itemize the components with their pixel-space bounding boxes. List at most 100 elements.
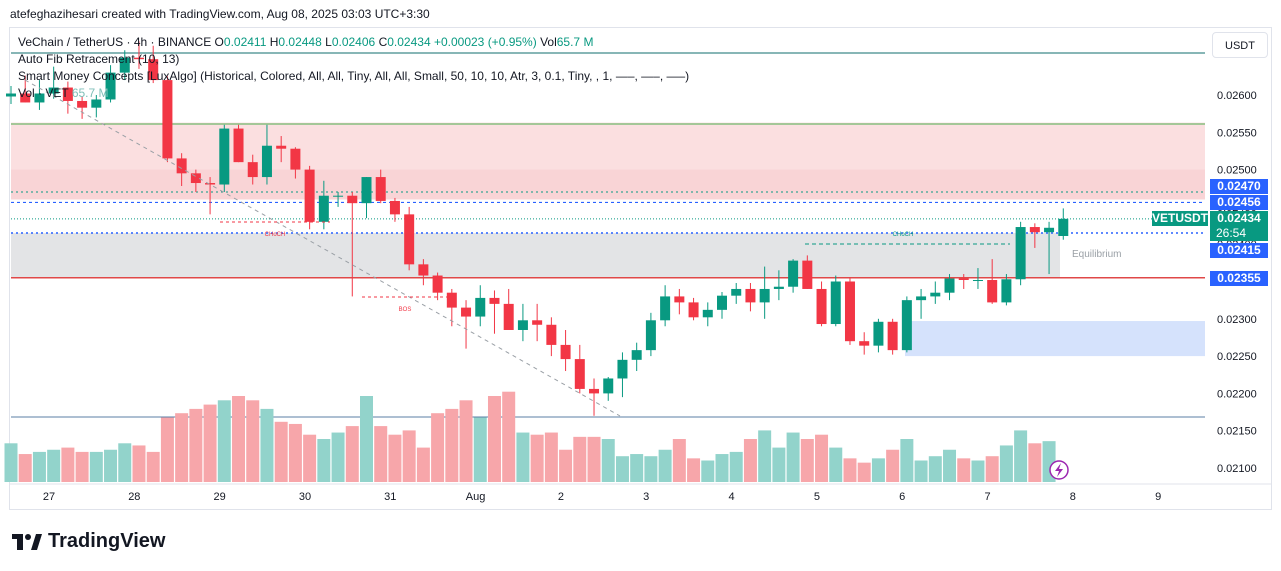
choch-bearish-label: CHoCH: [265, 232, 286, 238]
volume-bar: [160, 417, 174, 482]
candle-body: [333, 195, 344, 197]
currency-button[interactable]: USDT: [1212, 32, 1268, 58]
time-tick: Aug: [466, 491, 486, 503]
volume-bar: [786, 432, 800, 482]
volume-bar: [758, 430, 772, 482]
volume-bar: [743, 439, 757, 482]
candle-body: [489, 297, 500, 304]
legend-vol-value: 65.7 M: [71, 86, 109, 100]
volume-bar: [189, 408, 203, 482]
candle-body: [717, 295, 727, 310]
legend-open: 0.02411: [223, 35, 267, 49]
candle-body: [446, 292, 457, 308]
legend-main: VeChain / TetherUS · 4h · BINANCE O0.024…: [18, 35, 593, 49]
equilibrium-zone: [11, 233, 1060, 278]
legend-indicator-fib[interactable]: Auto Fib Retracement (10, 13): [18, 52, 180, 66]
candle-body: [91, 99, 102, 108]
legend-indicator-smc[interactable]: Smart Money Concepts [LuxAlgo] (Historic…: [18, 69, 690, 83]
volume-bar: [47, 449, 61, 482]
volume-bar: [999, 445, 1013, 482]
volume-bar: [104, 449, 118, 482]
candle-body: [233, 128, 244, 163]
price-tick: 0.02600: [1217, 90, 1257, 102]
volume-bar: [118, 443, 132, 482]
candle-body: [20, 93, 31, 103]
brand-logo: TradingView: [12, 530, 165, 553]
volume-bar: [544, 432, 558, 482]
candle-body: [119, 57, 130, 73]
legend-change: +0.00023 (+0.95%): [433, 35, 537, 49]
equilibrium-label: Equilibrium: [1072, 249, 1121, 260]
volume-bar: [75, 451, 89, 482]
volume-bar: [701, 460, 715, 482]
volume-bar: [360, 396, 373, 482]
volume-bar: [232, 396, 246, 482]
volume-bar: [601, 439, 615, 482]
price-tick: 0.02250: [1217, 351, 1257, 363]
legend-vol-name: Vol · VET: [18, 86, 69, 100]
candle-body: [745, 288, 756, 303]
volume-bar: [957, 458, 971, 482]
legend-indicator-vol[interactable]: Vol · VET 65.7 M: [18, 86, 109, 100]
candle-body: [375, 177, 386, 201]
volume-bar: [203, 404, 217, 482]
candle-body: [958, 278, 969, 281]
candle-body: [788, 260, 799, 287]
candle-body: [347, 195, 358, 204]
price-label-ask: 0.02470: [1210, 179, 1268, 194]
candle-body: [219, 128, 230, 185]
candle-body: [148, 59, 159, 81]
volume-bar: [317, 439, 331, 482]
volume-bar: [345, 426, 359, 482]
candle-body: [318, 195, 329, 222]
candle-body: [802, 260, 813, 289]
discount-zone: [905, 321, 1205, 357]
time-tick: 6: [899, 491, 905, 503]
candle-body: [105, 72, 116, 100]
volume-bar: [502, 391, 516, 482]
volume-bar: [89, 451, 103, 482]
candle-body: [133, 57, 144, 60]
volume-bar: [843, 458, 857, 482]
fib-trend-line: [24, 79, 621, 417]
candle-body: [546, 324, 557, 345]
candle-body: [702, 309, 713, 318]
volume-bar: [587, 436, 601, 482]
volume-bar: [943, 449, 957, 482]
volume-bar: [530, 434, 544, 482]
volume-bar: [331, 432, 345, 482]
candle-body: [361, 177, 372, 204]
volume-bar: [687, 458, 701, 482]
volume-bar: [303, 434, 317, 482]
volume-bar: [1028, 443, 1042, 482]
candle-body: [645, 320, 656, 351]
candle-body: [34, 93, 45, 103]
volume-bar: [374, 426, 388, 482]
volume-bar: [886, 449, 900, 482]
time-tick: 8: [1070, 491, 1076, 503]
candle-body: [532, 320, 543, 325]
volume-bar: [914, 460, 928, 482]
time-tick: 9: [1155, 491, 1161, 503]
time-tick: 31: [384, 491, 396, 503]
candle-body: [674, 296, 685, 303]
legend-volume: 65.7 M: [556, 35, 594, 49]
volume-bar: [402, 430, 416, 482]
time-tick: 4: [728, 491, 734, 503]
candle-body: [589, 388, 600, 394]
candle-body: [873, 321, 884, 346]
time-tick: 3: [643, 491, 649, 503]
volume-bar: [900, 439, 914, 482]
volume-bar: [672, 439, 686, 482]
candle-body: [261, 145, 272, 178]
candle-body: [617, 359, 628, 379]
volume-bar: [857, 462, 871, 482]
candle-body: [503, 303, 514, 330]
chart-frame: [9, 27, 1272, 510]
volume-bar: [288, 423, 302, 482]
candle-body: [247, 162, 258, 178]
candle-body: [48, 87, 59, 94]
candle-body: [916, 296, 927, 301]
candle-body: [517, 320, 528, 330]
